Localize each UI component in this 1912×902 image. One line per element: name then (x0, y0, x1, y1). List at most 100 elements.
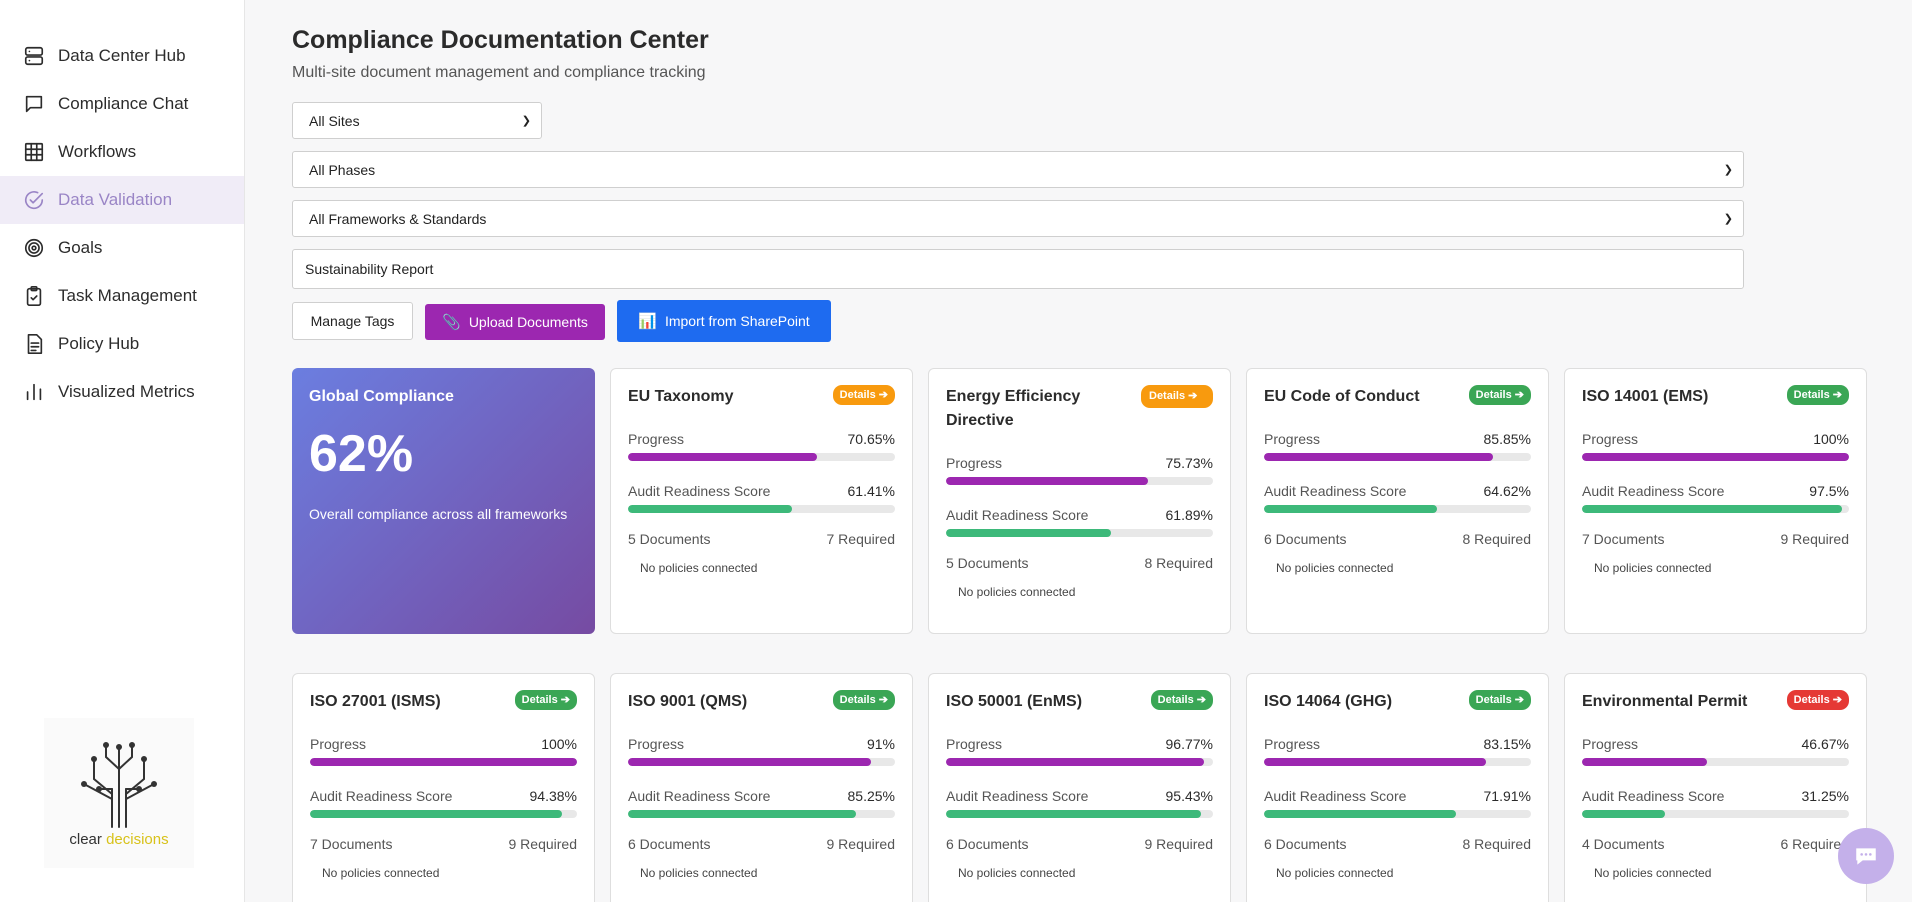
audit-bar (1264, 505, 1531, 513)
sidebar-item-data-validation[interactable]: Data Validation (0, 176, 244, 224)
audit-bar (946, 810, 1213, 818)
details-badge-button[interactable]: Details ➔ (832, 690, 895, 710)
progress-bar-fill (946, 477, 1149, 485)
documents-required: 9 Required (508, 836, 578, 852)
card-title: ISO 9001 (QMS) (628, 693, 748, 710)
main-content: Compliance Documentation Center Multi-si… (292, 0, 1872, 902)
sidebar-item-workflows[interactable]: Workflows (0, 128, 244, 176)
documents-count: 4 Documents (1582, 836, 1665, 852)
framework-card: EU Code of Conduct Details ➔ Progress 85… (1246, 368, 1549, 634)
card-title: ISO 50001 (EnMS) (946, 693, 1083, 710)
progress-label: Progress (1264, 431, 1321, 447)
details-badge-button[interactable]: Details ➔ (1468, 690, 1531, 710)
policies-status: No policies connected (958, 866, 1076, 880)
check-circle-icon (22, 188, 46, 212)
audit-label: Audit Readiness Score (946, 507, 1089, 523)
progress-bar (628, 758, 895, 766)
documents-row: 6 Documents 9 Required (628, 836, 895, 852)
details-badge-button[interactable]: Details ➔ (1468, 385, 1531, 405)
company-logo: clear decisions (44, 718, 194, 868)
phases-select-value: All Phases (309, 161, 376, 178)
global-compliance-desc: Overall compliance across all frameworks (309, 506, 568, 522)
card-header: Environmental Permit Details ➔ (1582, 690, 1849, 736)
progress-value: 96.77% (1165, 736, 1213, 752)
frameworks-select[interactable]: All Frameworks & Standards ❯ (292, 200, 1744, 237)
tree-logo-icon (81, 741, 157, 828)
details-badge-button[interactable]: Details ➔ (1786, 690, 1849, 710)
sidebar-item-compliance-chat[interactable]: Compliance Chat (0, 80, 244, 128)
details-badge-button[interactable]: Details ➔ (1150, 690, 1213, 710)
progress-bar-fill (1582, 758, 1707, 766)
sites-select-value: All Sites (309, 112, 360, 129)
progress-label: Progress (628, 431, 685, 447)
manage-tags-button[interactable]: Manage Tags (292, 302, 413, 340)
upload-documents-button[interactable]: 📎 Upload Documents (425, 304, 605, 340)
bar-chart-icon (22, 380, 46, 404)
search-input[interactable]: Sustainability Report (292, 249, 1744, 289)
phases-select[interactable]: All Phases ❯ (292, 151, 1744, 188)
sidebar-item-visualized-metrics[interactable]: Visualized Metrics (0, 368, 244, 416)
documents-required: 8 Required (1462, 531, 1532, 547)
audit-bar-fill (946, 529, 1112, 537)
framework-card: ISO 50001 (EnMS) Details ➔ Progress 96.7… (928, 673, 1231, 902)
import-sharepoint-button[interactable]: 📊 Import from SharePoint (617, 300, 831, 342)
documents-required: 8 Required (1462, 836, 1532, 852)
card-title: EU Taxonomy (628, 388, 734, 405)
sites-select[interactable]: All Sites ❯ (292, 102, 542, 139)
card-title: Energy Efficiency Directive (946, 388, 1081, 429)
audit-bar-fill (628, 505, 792, 513)
framework-card: ISO 14064 (GHG) Details ➔ Progress 83.15… (1246, 673, 1549, 902)
card-title: ISO 27001 (ISMS) (310, 693, 441, 710)
audit-value: 64.62% (1483, 483, 1531, 499)
audit-bar (1582, 810, 1849, 818)
documents-row: 7 Documents 9 Required (310, 836, 577, 852)
sidebar-item-policy-hub[interactable]: Policy Hub (0, 320, 244, 368)
sidebar-item-goals[interactable]: Goals (0, 224, 244, 272)
progress-label: Progress (1582, 736, 1639, 752)
card-header: EU Code of Conduct Details ➔ (1264, 385, 1531, 431)
policies-status: No policies connected (1594, 561, 1712, 575)
card-header: ISO 14001 (EMS) Details ➔ (1582, 385, 1849, 431)
progress-value: 46.67% (1801, 736, 1849, 752)
logo-word-clear: clear (69, 830, 102, 848)
audit-value: 61.41% (847, 483, 895, 499)
sidebar-item-task-management[interactable]: Task Management (0, 272, 244, 320)
progress-row: Progress 100% (310, 736, 577, 752)
details-badge-button[interactable]: Details ➔ (1786, 385, 1849, 405)
audit-label: Audit Readiness Score (1264, 788, 1407, 804)
audit-value: 61.89% (1165, 507, 1213, 523)
page-subtitle: Multi-site document management and compl… (292, 64, 706, 81)
documents-row: 4 Documents 6 Required (1582, 836, 1849, 852)
audit-label: Audit Readiness Score (1264, 483, 1407, 499)
import-sharepoint-label: Import from SharePoint (664, 313, 810, 329)
audit-value: 95.43% (1165, 788, 1213, 804)
frameworks-select-value: All Frameworks & Standards (309, 210, 487, 227)
audit-bar-fill (1582, 810, 1666, 818)
details-badge-button[interactable]: Details ➔ (1141, 385, 1213, 408)
audit-label: Audit Readiness Score (1582, 483, 1725, 499)
documents-required: 9 Required (1144, 836, 1214, 852)
progress-row: Progress 75.73% (946, 455, 1213, 471)
audit-label: Audit Readiness Score (946, 788, 1089, 804)
audit-bar-fill (628, 810, 856, 818)
sidebar-item-label: Goals (58, 238, 103, 257)
sidebar-item-data-center-hub[interactable]: Data Center Hub (0, 32, 244, 80)
audit-row: Audit Readiness Score 97.5% (1582, 483, 1849, 499)
progress-value: 85.85% (1483, 431, 1531, 447)
documents-required: 9 Required (1780, 531, 1850, 547)
policies-status: No policies connected (958, 585, 1076, 599)
chat-fab-button[interactable] (1838, 828, 1894, 884)
chevron-down-icon: ❯ (521, 115, 531, 127)
progress-label: Progress (946, 455, 1003, 471)
details-badge-button[interactable]: Details ➔ (514, 690, 577, 710)
sidebar-item-label: Data Validation (58, 190, 173, 209)
policies-status: No policies connected (1276, 561, 1394, 575)
audit-row: Audit Readiness Score 95.43% (946, 788, 1213, 804)
progress-value: 83.15% (1483, 736, 1531, 752)
progress-bar-fill (628, 453, 817, 461)
details-badge-button[interactable]: Details ➔ (832, 385, 895, 405)
progress-row: Progress 85.85% (1264, 431, 1531, 447)
logo-word-decisions: decisions (106, 830, 169, 848)
audit-row: Audit Readiness Score 61.89% (946, 507, 1213, 523)
card-header: ISO 27001 (ISMS) Details ➔ (310, 690, 577, 736)
